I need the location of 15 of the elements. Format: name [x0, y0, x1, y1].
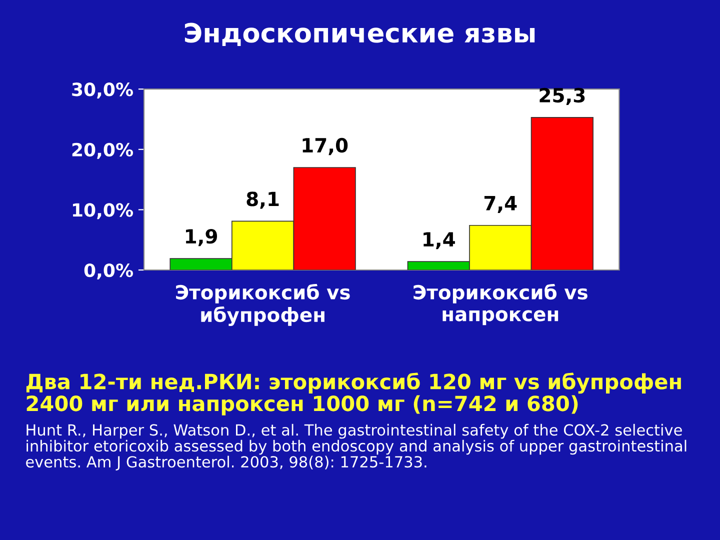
data-label: 25,3	[540, 88, 585, 106]
y-tick-label: 30,0%	[72, 82, 134, 99]
chart-title: Эндоскопические язвы	[184, 22, 535, 46]
y-tick-label: 20,0%	[72, 142, 134, 159]
text: Hunt R., Harper S., Watson D., et al. The gastrointestinal safety of the COX-2 selective inhibitor etoricoxib assessed by both endoscopy and analysis of upper gastrointestinal events. Am J Gastroenterol. 2003, 98(8): 1725-1733.	[26, 424, 686, 470]
y-tick-label: 10,0%	[72, 203, 134, 220]
x-tick-label: Эторикоксиб vs напроксен	[414, 284, 588, 326]
text: Два 12-ти нед.РКИ: эторикоксиб 120 мг vs ибупрофен 2400 мг или напроксен 1000 мг (n=742 и 680)	[26, 372, 681, 416]
data-label: 8,1	[246, 192, 279, 209]
y-tick-label: 0,0%	[84, 263, 134, 280]
data-label: 1,9	[186, 228, 218, 246]
data-label: 7,4	[484, 196, 517, 213]
x-tick-label: Эторикоксиб vs ибупрофен	[176, 284, 350, 326]
data-label: 1,4	[424, 232, 455, 250]
data-label: 17,0	[302, 138, 348, 156]
